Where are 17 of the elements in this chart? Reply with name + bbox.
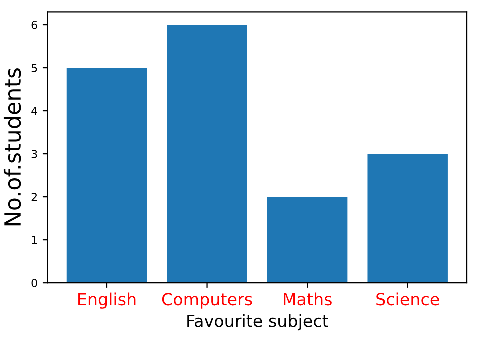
x-tick-label: English (78, 292, 136, 309)
bar (167, 25, 248, 284)
bar (368, 154, 448, 284)
bar (66, 68, 148, 284)
y-tick-label: 2 (32, 193, 37, 202)
y-axis-title: No.of.students (4, 68, 22, 226)
x-tick-label: Computers (162, 293, 252, 309)
x-tick-label: Science (376, 292, 440, 306)
y-tick-label: 6 (32, 21, 38, 30)
y-tick-label: 3 (32, 150, 38, 158)
bar (267, 197, 348, 284)
x-tick-label: Maths (284, 292, 332, 306)
y-tick-label: 5 (32, 64, 38, 72)
y-tick-label: 0 (32, 279, 38, 288)
y-tick-label: 4 (32, 107, 38, 116)
x-axis-title: Favourite subject (188, 314, 328, 331)
y-tick-label: 1 (32, 236, 38, 244)
